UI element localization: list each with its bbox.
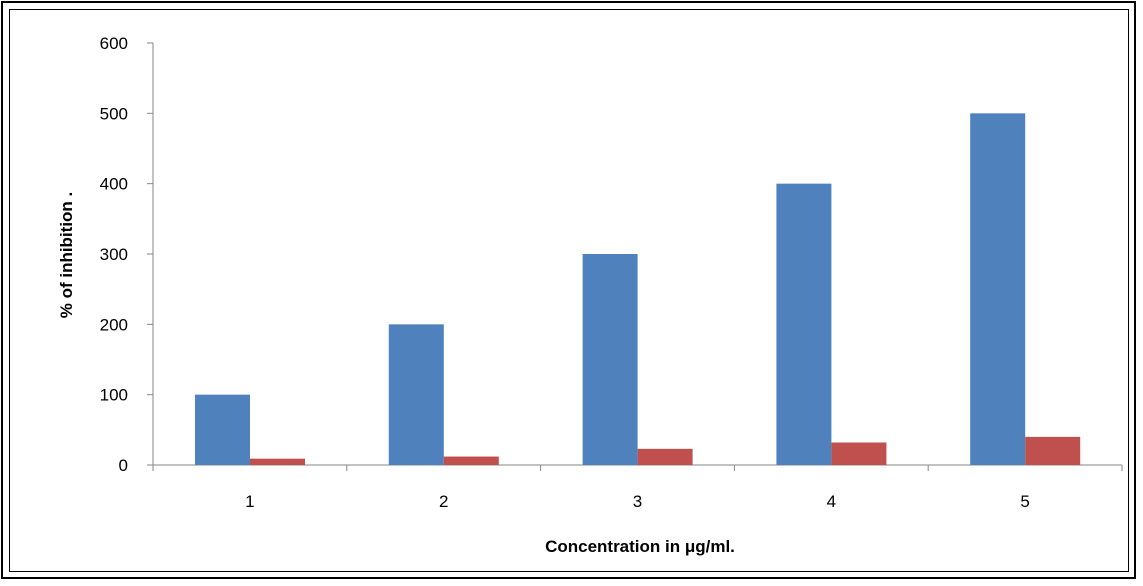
bar-series-2-cat-3	[637, 448, 693, 465]
x-tick-label: 2	[439, 492, 448, 511]
x-tick-label: 4	[827, 492, 836, 511]
y-axis-title: % of inhibition .	[57, 192, 76, 319]
x-tick-label: 1	[245, 492, 254, 511]
bar-series-1-cat-2	[388, 324, 444, 465]
x-tick-label: 5	[1020, 492, 1029, 511]
chart-inner-border	[9, 9, 1129, 572]
bar-series-1-cat-5	[970, 113, 1026, 465]
x-axis-ticks: 1 2 3 4 5	[152, 465, 1123, 511]
bar-series-1-cat-4	[776, 183, 832, 465]
y-tick-label: 100	[100, 386, 128, 405]
y-axis-ticks: 0 100 200 300 400 500 600	[100, 34, 153, 475]
chart-bars	[195, 113, 1081, 465]
bar-series-2-cat-4	[831, 442, 887, 465]
y-tick-label: 200	[100, 315, 128, 334]
y-tick-label: 400	[100, 175, 128, 194]
bar-series-2-cat-1	[250, 458, 305, 465]
x-axis-title: Concentration in μg/ml.	[545, 537, 735, 556]
y-tick-label: 300	[100, 245, 128, 264]
bar-series-1-cat-3	[582, 254, 638, 465]
x-tick-label: 3	[633, 492, 642, 511]
y-tick-label: 0	[119, 456, 128, 475]
bar-series-2-cat-2	[443, 456, 499, 465]
y-tick-label: 500	[100, 104, 128, 123]
chart-outer-border	[1, 1, 1136, 579]
bar-series-1-cat-1	[195, 394, 250, 465]
y-tick-label: 600	[100, 34, 128, 53]
bar-series-2-cat-5	[1025, 436, 1081, 465]
